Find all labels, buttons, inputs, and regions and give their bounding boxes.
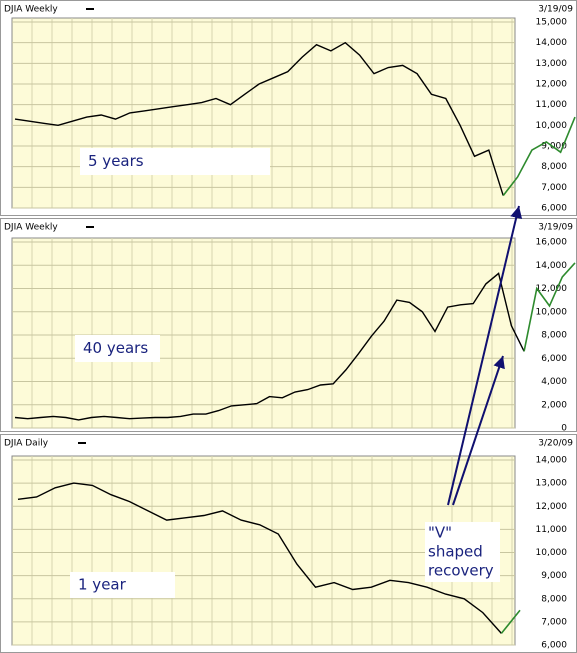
y-tick-label: 7,000 bbox=[541, 617, 567, 627]
y-tick-label: 16,000 bbox=[536, 238, 568, 248]
y-tick-label: 6,000 bbox=[541, 204, 567, 214]
y-tick-label: 0 bbox=[561, 424, 567, 434]
y-tick-label: 10,000 bbox=[536, 548, 568, 558]
label-box bbox=[425, 522, 500, 582]
y-tick-label: 12,000 bbox=[536, 502, 568, 512]
date-label: 3/19/09 bbox=[538, 223, 573, 233]
label-box bbox=[75, 335, 160, 362]
y-tick-label: 12,000 bbox=[536, 284, 568, 294]
arrow bbox=[447, 205, 523, 506]
plot-area bbox=[11, 237, 516, 429]
y-tick-label: 13,000 bbox=[536, 59, 568, 69]
title-dash bbox=[86, 226, 94, 228]
date-label: 3/19/09 bbox=[538, 5, 573, 15]
y-tick-label: 2,000 bbox=[541, 400, 567, 410]
label-box bbox=[70, 572, 175, 598]
annotation: "V" bbox=[428, 524, 452, 542]
price-line bbox=[502, 116, 576, 197]
annotation: 40 years bbox=[83, 339, 148, 357]
annotation: recovery bbox=[428, 562, 494, 580]
y-tick-label: 10,000 bbox=[536, 121, 568, 131]
y-tick-label: 14,000 bbox=[536, 38, 568, 48]
y-tick-label: 4,000 bbox=[541, 377, 567, 387]
plot-area bbox=[11, 17, 516, 209]
date-label: 3/20/09 bbox=[538, 439, 573, 449]
y-tick-label: 8,000 bbox=[541, 162, 567, 172]
y-tick-label: 8,000 bbox=[541, 331, 567, 341]
price-line bbox=[523, 262, 576, 352]
y-tick-label: 12,000 bbox=[536, 80, 568, 90]
y-tick-label: 14,000 bbox=[536, 261, 568, 271]
annotation: 5 years bbox=[88, 152, 144, 170]
annotation: 1 year bbox=[78, 576, 127, 594]
price-line bbox=[14, 41, 504, 196]
chart-title: DJIA Weekly bbox=[4, 5, 58, 15]
price-line bbox=[17, 482, 502, 634]
price-line bbox=[500, 609, 521, 634]
y-tick-label: 8,000 bbox=[541, 594, 567, 604]
annotation: shaped bbox=[428, 543, 483, 561]
y-tick-label: 13,000 bbox=[536, 479, 568, 489]
y-tick-label: 6,000 bbox=[541, 354, 567, 364]
chart-title: DJIA Daily bbox=[4, 439, 49, 449]
y-tick-label: 15,000 bbox=[536, 18, 568, 28]
y-tick-label: 10,000 bbox=[536, 307, 568, 317]
y-tick-label: 11,000 bbox=[536, 525, 568, 535]
chart-title: DJIA Weekly bbox=[4, 223, 58, 233]
label-box bbox=[80, 148, 270, 175]
arrow bbox=[452, 355, 505, 506]
title-dash bbox=[78, 442, 86, 444]
y-tick-label: 6,000 bbox=[541, 641, 567, 651]
y-tick-label: 11,000 bbox=[536, 100, 568, 110]
price-line bbox=[14, 272, 525, 421]
y-tick-label: 7,000 bbox=[541, 183, 567, 193]
y-tick-label: 9,000 bbox=[541, 571, 567, 581]
y-tick-label: 9,000 bbox=[541, 142, 567, 152]
title-dash bbox=[86, 8, 94, 10]
y-tick-label: 14,000 bbox=[536, 456, 568, 466]
